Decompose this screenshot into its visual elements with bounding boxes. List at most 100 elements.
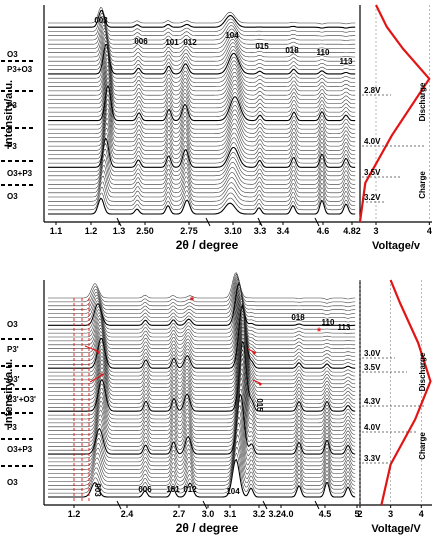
side-label-0: Discharge — [418, 352, 427, 391]
phase-label-3: P3'+O3' — [7, 395, 36, 404]
peak-label-5: 015 — [255, 42, 269, 51]
voltage-tick-label-0: 3 — [373, 226, 378, 236]
phase-label-1: P3' — [7, 345, 19, 354]
panel-top: Intensity/a.u. 2θ / degree Voltage/v 1.1 1.2… — [1, 4, 432, 252]
voltage-marker-label-2: 3.5V — [364, 168, 381, 177]
phase-label-4: P3 — [7, 423, 17, 432]
voltage-marker-label-2: 4.3V — [364, 397, 381, 406]
diffraction-line-37 — [48, 30, 356, 58]
voltage-tick-label-0: 2 — [357, 509, 362, 519]
diffraction-pattern-lines — [48, 6, 356, 215]
x-tick-label-1: 2.4 — [121, 509, 134, 519]
diffraction-line-21 — [48, 89, 356, 126]
voltage-axis-label: Voltage/v — [372, 240, 421, 252]
diffraction-line-35 — [48, 300, 356, 361]
diffraction-line-29 — [48, 58, 356, 92]
diffraction-line-24 — [48, 76, 356, 113]
side-label-1: Charge — [418, 171, 427, 199]
diffraction-line-1 — [48, 452, 356, 494]
diffraction-line-39 — [48, 24, 356, 49]
red-arrow-3 — [252, 379, 263, 385]
x-tick-label-0: 1.1 — [50, 226, 63, 236]
diffraction-line-23 — [48, 80, 356, 117]
diffraction-line-0 — [48, 458, 356, 498]
diffraction-line-13 — [48, 127, 356, 160]
diffraction-line-29 — [48, 316, 356, 385]
diffraction-line-48 — [48, 276, 356, 311]
diffraction-line-26 — [48, 326, 356, 396]
x-tick-label-3: 2.50 — [136, 226, 154, 236]
y-axis-label: Intensity/a.u. — [3, 80, 15, 147]
phase-label-1: P3+O3 — [7, 65, 33, 74]
diffraction-line-18 — [48, 103, 356, 138]
diffraction-line-4 — [48, 175, 356, 198]
phase-label-6: O3 — [7, 478, 18, 487]
diffraction-line-30 — [48, 313, 356, 381]
axis-break-mark-0 — [116, 500, 122, 510]
diffraction-line-24 — [48, 333, 356, 404]
diffraction-line-2 — [48, 447, 356, 490]
diffraction-line-15 — [48, 372, 356, 439]
diffraction-line-4 — [48, 434, 356, 482]
voltage-tick-label-1: 3 — [388, 509, 393, 519]
diffraction-line-10 — [48, 398, 356, 459]
peak-label-4: 006 — [138, 485, 152, 494]
diffraction-line-36 — [48, 34, 356, 62]
diffraction-line-50 — [48, 273, 356, 304]
diffraction-line-21 — [48, 344, 356, 416]
diffraction-pattern-lines — [48, 272, 356, 498]
diffraction-line-0 — [48, 197, 356, 215]
diffraction-line-6 — [48, 165, 356, 189]
diffraction-line-12 — [48, 388, 356, 451]
diffraction-line-26 — [48, 68, 356, 104]
x-axis-label: 2θ / degree — [176, 521, 239, 535]
diffraction-line-36 — [48, 298, 356, 357]
side-label-1: Charge — [418, 432, 427, 460]
peak-label-3: 003 — [93, 483, 102, 497]
diffraction-line-45 — [48, 6, 356, 25]
diffraction-line-31 — [48, 50, 356, 83]
voltage-tick-label-1: 4 — [427, 226, 432, 236]
diffraction-line-5 — [48, 428, 356, 478]
phase-label-0: O3 — [7, 50, 18, 59]
diffraction-line-7 — [48, 158, 356, 185]
diffraction-line-49 — [48, 275, 356, 308]
peak-label-2: 101 — [165, 38, 179, 47]
phase-label-2: P3 — [7, 101, 17, 110]
red-arrow-0 — [84, 345, 101, 353]
axis-break-mark-1 — [202, 500, 208, 510]
diffraction-line-18 — [48, 357, 356, 428]
peak-label-6: 012 — [183, 485, 197, 494]
x-tick-label-2: 1.3 — [113, 226, 126, 236]
diffraction-line-44 — [48, 282, 356, 327]
diffraction-line-17 — [48, 108, 356, 143]
diffraction-line-19 — [48, 353, 356, 424]
diffraction-line-14 — [48, 122, 356, 155]
x-tick-label-2: 2.7 — [173, 509, 186, 519]
diffraction-line-16 — [48, 113, 356, 147]
diffraction-line-19 — [48, 98, 356, 134]
axis-break-mark-0 — [116, 217, 122, 227]
diffraction-line-30 — [48, 53, 356, 87]
diffraction-line-7 — [48, 416, 356, 470]
diffraction-line-10 — [48, 142, 356, 172]
x-tick-label-3: 3.0 — [202, 509, 215, 519]
peak-label-1: 006 — [134, 37, 148, 46]
diffraction-line-27 — [48, 65, 356, 100]
diffraction-line-43 — [48, 285, 356, 330]
diffraction-line-39 — [48, 292, 356, 346]
red-arrowhead-3 — [258, 383, 262, 386]
peak-label-4: 104 — [225, 31, 239, 40]
diffraction-line-40 — [48, 21, 356, 45]
peak-label-6: 018 — [285, 46, 299, 55]
diffraction-line-41 — [48, 287, 356, 338]
phase-label-0: O3 — [7, 320, 18, 329]
red-arrowhead-1 — [100, 373, 104, 376]
diffraction-line-40 — [48, 290, 356, 342]
x-tick-label-8: 5 — [354, 509, 359, 519]
x-tick-label-9: 4.82 — [343, 226, 361, 236]
diffraction-line-33 — [48, 303, 356, 369]
diffraction-line-20 — [48, 348, 356, 420]
x-tick-label-8: 4.6 — [317, 226, 330, 236]
